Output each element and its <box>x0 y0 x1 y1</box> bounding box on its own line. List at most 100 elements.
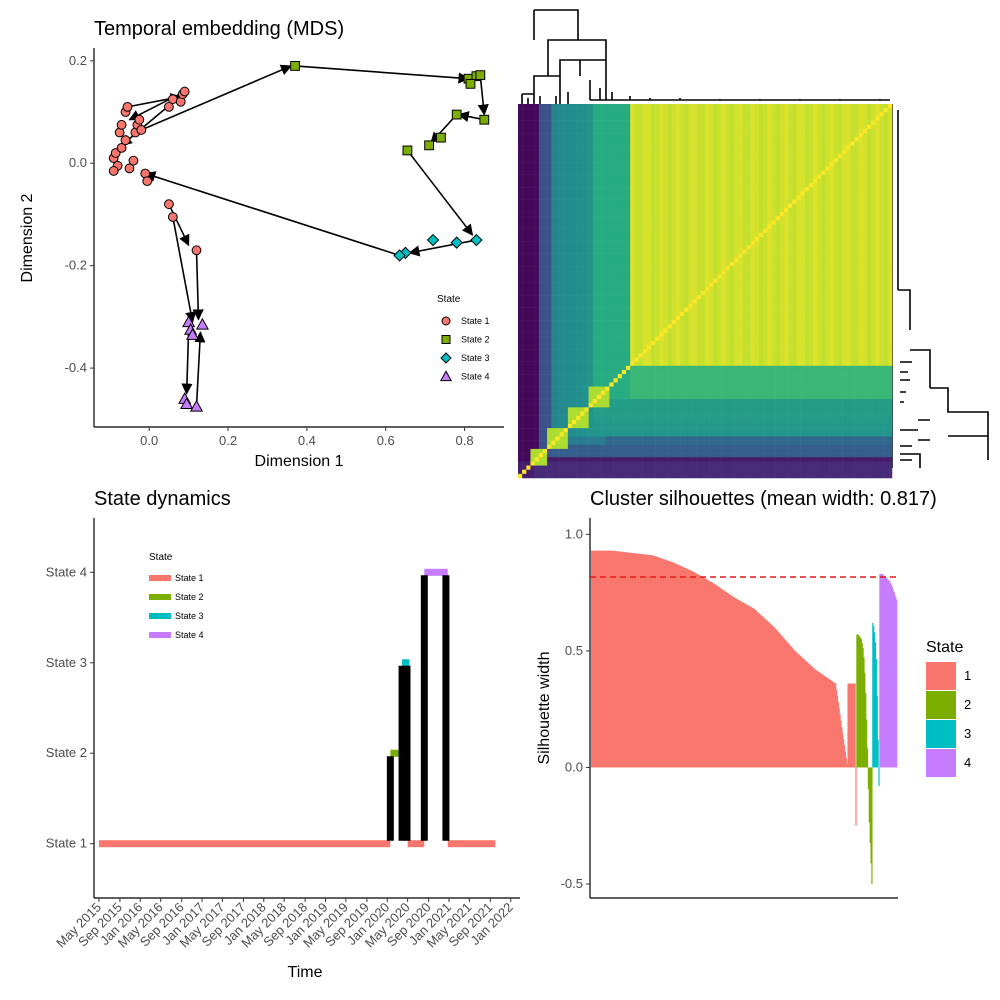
heatmap-cell <box>709 182 714 188</box>
heatmap-cell <box>555 170 560 175</box>
heatmap-cell <box>688 187 693 192</box>
heatmap-cell <box>842 257 847 263</box>
heatmap-cell <box>763 212 768 217</box>
heatmap-cell <box>584 253 589 259</box>
heatmap-cell <box>617 303 623 308</box>
heatmap-cell <box>867 112 872 117</box>
heatmap-cell <box>705 203 710 209</box>
heatmap-cell <box>572 178 577 184</box>
heatmap-cell <box>518 116 523 121</box>
heatmap-cell <box>854 162 860 167</box>
heatmap-cell <box>862 199 868 204</box>
heatmap-cell <box>850 253 855 259</box>
heatmap-cell <box>783 153 789 159</box>
heatmap-cell <box>655 128 660 134</box>
heatmap-cell <box>609 278 614 283</box>
heatmap-cell <box>530 216 535 221</box>
heatmap-cell <box>580 241 585 246</box>
heatmap-cell <box>713 112 718 117</box>
heatmap-cell <box>734 278 739 283</box>
heatmap-cell <box>617 261 623 267</box>
heatmap-cell <box>713 320 718 325</box>
heatmap-cell <box>688 299 693 304</box>
heatmap-cell <box>783 232 789 238</box>
mds-point <box>451 109 462 120</box>
heatmap-cell <box>684 149 689 155</box>
heatmap-cell <box>837 320 843 325</box>
heatmap-cell <box>779 207 785 213</box>
heatmap-cell <box>883 228 889 234</box>
heatmap-cell <box>705 166 710 171</box>
heatmap-cell <box>875 249 880 254</box>
heatmap-cell <box>621 153 627 159</box>
heatmap-cell <box>829 241 835 246</box>
heatmap-cell <box>862 228 868 234</box>
heatmap-cell <box>871 207 876 213</box>
heatmap-cell <box>655 166 660 171</box>
heatmap-cell <box>588 203 594 209</box>
heatmap-cell <box>650 199 656 204</box>
heatmap-cell <box>572 141 577 146</box>
heatmap-cell <box>887 241 893 246</box>
heatmap-cell <box>709 261 714 267</box>
heatmap-cell <box>563 137 569 142</box>
heatmap-cell <box>696 158 702 163</box>
heatmap-cell <box>742 278 747 283</box>
heatmap-cell <box>522 253 527 259</box>
heatmap-cell <box>713 224 718 229</box>
heatmap-cell <box>663 120 668 126</box>
heatmap-cell <box>779 199 785 204</box>
heatmap-cell <box>638 291 643 296</box>
heatmap-cell <box>567 286 573 292</box>
heatmap-cell <box>522 236 527 242</box>
heatmap-cell <box>567 133 573 138</box>
heatmap-cell <box>771 303 776 308</box>
heatmap-cell <box>659 274 664 279</box>
heatmap-cell <box>750 270 756 275</box>
heatmap-cell <box>767 170 772 175</box>
heatmap-cell <box>659 203 664 209</box>
heatmap-cell <box>842 170 847 175</box>
heatmap-cell <box>729 178 735 184</box>
heatmap-cell <box>788 149 793 155</box>
heatmap-cell <box>721 145 727 150</box>
heatmap-cell <box>659 104 664 109</box>
heatmap-cell <box>613 224 618 229</box>
heatmap-cell <box>650 104 656 109</box>
heatmap-cell <box>883 324 889 329</box>
mds-point <box>436 132 446 143</box>
heatmap-cell <box>833 224 839 229</box>
heatmap-cell <box>767 195 772 200</box>
heatmap-cell <box>675 128 681 134</box>
heatmap-cell <box>592 128 598 134</box>
heatmap-cell <box>576 191 581 196</box>
heatmap-cell <box>738 104 743 109</box>
heatmap-cell <box>551 162 556 167</box>
heatmap-cell <box>626 112 631 117</box>
heatmap-cell <box>692 149 697 155</box>
heatmap-cell <box>729 166 735 171</box>
heatmap-cell <box>792 307 797 313</box>
heatmap-cell <box>817 311 822 317</box>
heatmap-cell <box>526 278 531 283</box>
heatmap-cell <box>788 170 793 175</box>
heatmap-cell <box>750 228 756 234</box>
heatmap-cell <box>871 299 876 304</box>
heatmap-cell <box>729 241 735 246</box>
heatmap-cell <box>862 145 868 150</box>
heatmap-cell <box>867 212 872 217</box>
heatmap-cell <box>588 137 594 142</box>
heatmap-cell <box>879 162 884 167</box>
heatmap-cell <box>775 324 781 329</box>
heatmap-cell <box>817 133 822 138</box>
heatmap-cell <box>813 299 818 304</box>
heatmap-cell <box>530 311 535 317</box>
heatmap-cell <box>692 249 697 254</box>
heatmap-cell <box>833 112 839 117</box>
heatmap-cell <box>684 153 689 159</box>
heatmap-cell <box>804 182 810 188</box>
heatmap-cell <box>804 236 810 242</box>
heatmap-cell <box>613 216 618 221</box>
heatmap-cell <box>551 257 556 263</box>
heatmap-cell <box>530 270 535 275</box>
